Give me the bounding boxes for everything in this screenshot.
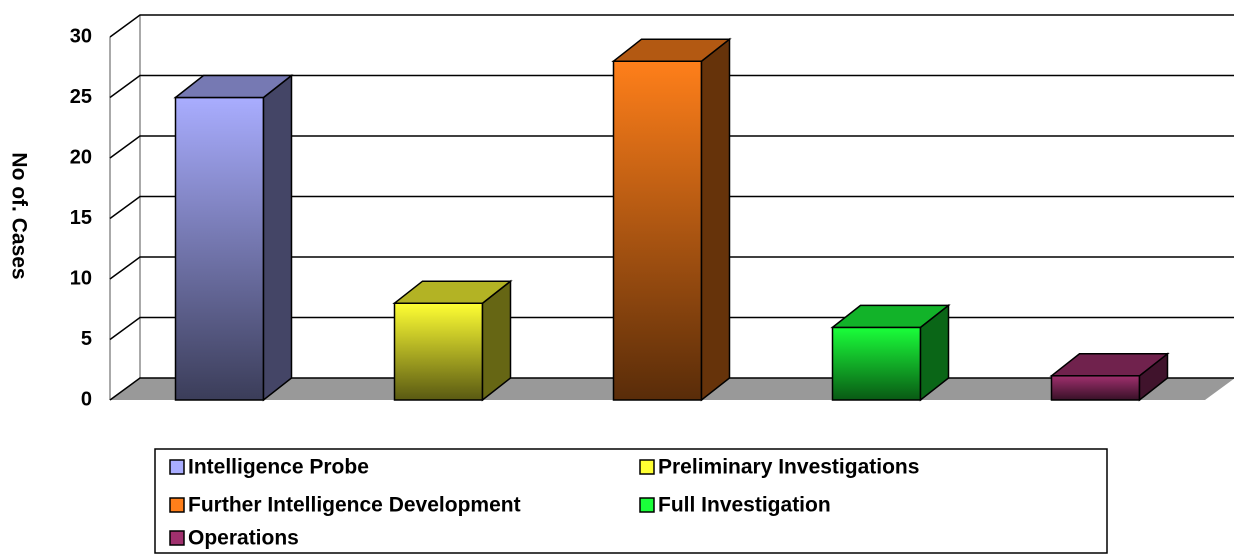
bar-top	[392, 280, 513, 304]
bar-front	[174, 96, 265, 401]
bar	[1049, 352, 1170, 402]
grid-line	[109, 74, 1234, 99]
legend-swatch	[169, 530, 185, 546]
legend-swatch	[639, 497, 655, 513]
bar-top	[173, 74, 294, 99]
grid-line	[109, 195, 1234, 220]
bar	[830, 303, 951, 402]
legend-label: Preliminary Investigations	[658, 456, 919, 479]
y-tick-label: 5	[81, 328, 92, 350]
bar-front	[831, 326, 922, 401]
grid-line	[109, 135, 1234, 159]
bar-top	[1049, 353, 1170, 377]
legend-box	[154, 448, 1108, 554]
bar	[611, 37, 732, 402]
grid-line	[109, 14, 1234, 38]
bar-side	[700, 37, 731, 402]
legend-swatch	[169, 459, 185, 475]
legend-swatch	[169, 497, 185, 513]
bar	[173, 73, 294, 402]
legend-label: Full Investigation	[658, 494, 831, 517]
y-tick-label: 0	[81, 388, 92, 410]
bar-front	[1050, 375, 1141, 401]
bar-front	[612, 60, 703, 401]
legend-swatch	[639, 459, 655, 475]
y-tick-label: 30	[70, 25, 92, 47]
y-axis-label: No of. Cases	[7, 152, 30, 279]
grid-line	[109, 256, 1234, 280]
bar-side	[262, 73, 293, 402]
y-tick-label: 20	[70, 146, 92, 168]
y-tick-label: 10	[70, 267, 92, 289]
bar	[392, 279, 513, 402]
legend-label: Further Intelligence Development	[188, 494, 521, 517]
bar-top	[830, 304, 951, 329]
bar-top	[611, 38, 732, 62]
legend-label: Intelligence Probe	[188, 456, 369, 479]
bar-front	[393, 302, 484, 401]
legend-label: Operations	[188, 527, 299, 550]
y-tick-label: 15	[70, 207, 92, 229]
y-tick-label: 25	[70, 86, 92, 108]
